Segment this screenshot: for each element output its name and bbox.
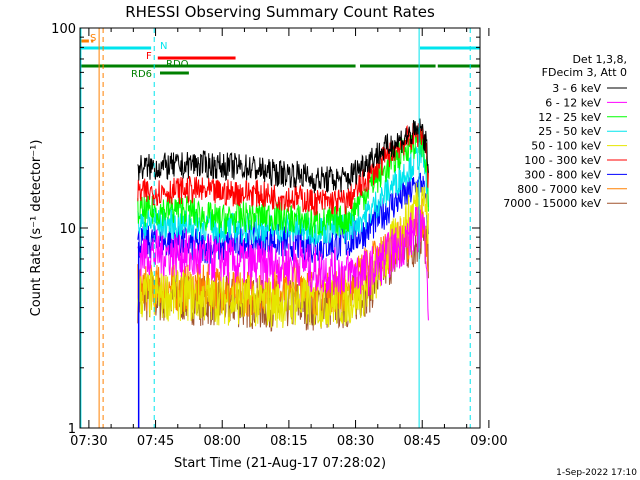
legend-header: FDecim 3, Att 0 bbox=[542, 66, 627, 79]
chart-title: RHESSI Observing Summary Count Rates bbox=[125, 3, 435, 21]
x-tick-label: 07:45 bbox=[137, 434, 174, 449]
y-tick-label: 10 bbox=[59, 222, 76, 237]
y-axis-label: Count Rate (s⁻¹ detector⁻¹) bbox=[29, 140, 44, 317]
legend-label: 800 - 7000 keV bbox=[517, 183, 601, 196]
legend-label: 12 - 25 keV bbox=[538, 111, 601, 124]
axes-layer: 1 10 100 07:30 07:45 08:00 08:15 08:30 08:45 09:0… bbox=[51, 22, 507, 449]
flag-label: S bbox=[90, 33, 96, 44]
series-layer bbox=[137, 118, 429, 428]
vlines-layer bbox=[80, 28, 471, 428]
x-tick-label: 08:30 bbox=[337, 434, 374, 449]
legend-label: 6 - 12 keV bbox=[545, 96, 601, 109]
legend-label: 3 - 6 keV bbox=[552, 82, 601, 95]
legend-header: Det 1,3,8, bbox=[572, 53, 627, 66]
y-tick-label: 1 bbox=[68, 422, 76, 437]
x-tick-label: 09:00 bbox=[470, 434, 507, 449]
x-tick-label: 08:45 bbox=[403, 434, 440, 449]
x-axis-label: Start Time (21-Aug-17 07:28:02) bbox=[174, 456, 386, 471]
flag-label: RD6 bbox=[131, 69, 152, 80]
flag-label: F bbox=[146, 51, 152, 62]
y-tick-label: 100 bbox=[51, 22, 76, 37]
x-tick-label: 08:00 bbox=[203, 434, 240, 449]
legend-label: 300 - 800 keV bbox=[524, 168, 601, 181]
x-tick-label: 08:15 bbox=[270, 434, 307, 449]
x-tick-label: 07:30 bbox=[70, 434, 107, 449]
legend-label: 25 - 50 keV bbox=[538, 125, 601, 138]
legend-label: 7000 - 15000 keV bbox=[503, 197, 601, 210]
legend-label: 50 - 100 keV bbox=[531, 140, 601, 153]
flag-label: N bbox=[160, 41, 167, 52]
series-line bbox=[137, 118, 429, 194]
legend-label: 100 - 300 keV bbox=[524, 154, 601, 167]
series-line bbox=[137, 206, 429, 321]
flag-label: RDO bbox=[166, 59, 189, 70]
footer-date: 1-Sep-2022 17:10 bbox=[556, 468, 637, 478]
series-line bbox=[137, 128, 429, 238]
flags-layer: S NF RDO RD6 bbox=[80, 33, 480, 80]
